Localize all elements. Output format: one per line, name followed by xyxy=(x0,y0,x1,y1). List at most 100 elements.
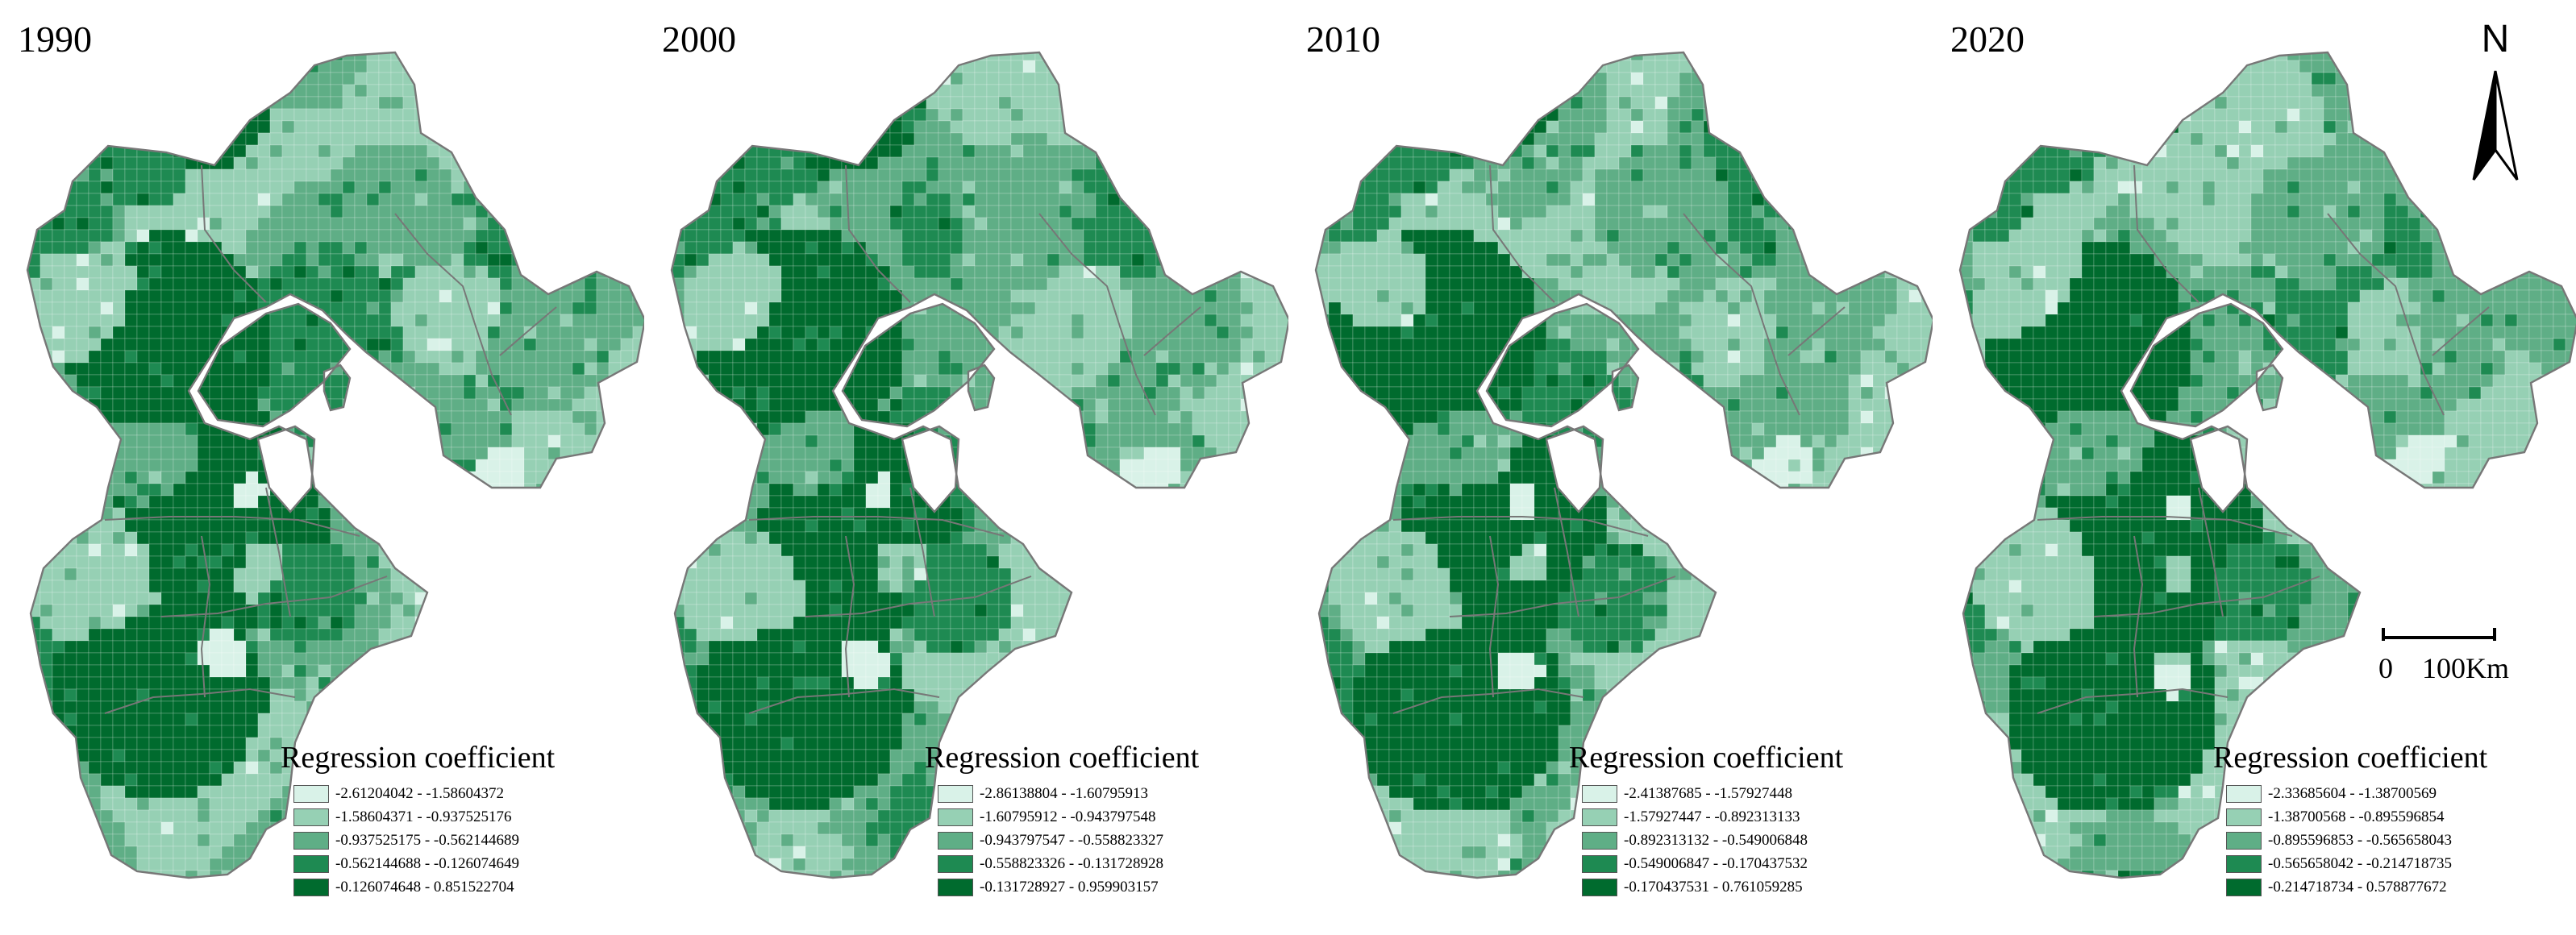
legend-swatch xyxy=(2226,854,2262,873)
legend-label: -0.126074648 - 0.851522704 xyxy=(335,878,514,896)
region-outline xyxy=(197,302,352,428)
legend-swatch xyxy=(293,808,329,826)
legend-swatch xyxy=(293,878,329,896)
region-outline xyxy=(1314,51,1933,879)
province-boundary xyxy=(805,576,1032,617)
legend-item: -0.214718734 - 0.578877672 xyxy=(2226,875,2487,899)
legend-item: -0.565658042 - -0.214718735 xyxy=(2226,852,2487,875)
legend-label: -1.58604371 - -0.937525176 xyxy=(335,808,512,825)
legend-item: -0.126074648 - 0.851522704 xyxy=(293,875,555,899)
legend-title: Regression coefficient xyxy=(925,741,1200,775)
legend-label: -1.57927447 - -0.892313133 xyxy=(1624,808,1800,825)
legend-swatch xyxy=(2226,831,2262,850)
legend-item: -0.895596853 - -0.565658043 xyxy=(2226,829,2487,852)
province-boundary xyxy=(2037,688,2229,714)
scale-zero: 0 xyxy=(2378,652,2393,684)
province-boundary xyxy=(1488,535,1500,698)
map-panel-2020: 2020 Regression coefficient -2.33685604 … xyxy=(1933,0,2576,935)
province-boundary xyxy=(2133,535,2144,698)
legend-item: -0.937525175 - -0.562144689 xyxy=(293,829,555,852)
region-outline xyxy=(670,51,1288,879)
regression-map xyxy=(670,51,1288,879)
legend-label: -0.937525175 - -0.562144689 xyxy=(335,831,519,849)
regression-map xyxy=(26,51,644,879)
province-boundary xyxy=(1489,164,1555,303)
legend: Regression coefficient -2.61204042 - -1.… xyxy=(281,740,555,899)
legend-item: -0.558823326 - -0.131728928 xyxy=(938,852,1199,875)
province-boundary xyxy=(265,487,291,617)
legend: Regression coefficient -2.41387685 - -1.… xyxy=(1569,740,1843,899)
legend-swatch xyxy=(2226,808,2262,826)
legend-label: -0.131728927 - 0.959903157 xyxy=(980,878,1159,896)
region-outline xyxy=(1958,51,2576,879)
legend-label: -0.558823326 - -0.131728928 xyxy=(980,854,1163,872)
legend-item: -0.131728927 - 0.959903157 xyxy=(938,875,1199,899)
legend-label: -2.86138804 - -1.60795913 xyxy=(980,784,1148,802)
legend: Regression coefficient -2.86138804 - -1.… xyxy=(925,740,1199,899)
legend-swatch xyxy=(293,854,329,873)
legend-title: Regression coefficient xyxy=(281,741,556,775)
province-boundary xyxy=(2432,306,2490,356)
legend-swatch xyxy=(938,878,973,896)
legend-item: -1.38700568 - -0.895596854 xyxy=(2226,805,2487,829)
legend-swatch xyxy=(2226,784,2262,803)
map-panel-2000: 2000 Regression coefficient -2.86138804 … xyxy=(644,0,1288,935)
province-boundary xyxy=(104,688,296,714)
legend-swatch xyxy=(1582,784,1617,803)
region-outline xyxy=(2129,302,2284,428)
province-boundary xyxy=(1392,516,1649,537)
legend-item: -1.57927447 - -0.892313133 xyxy=(1582,805,1843,829)
legend-item: -2.41387685 - -1.57927448 xyxy=(1582,782,1843,805)
legend-label: -0.214718734 - 0.578877672 xyxy=(2268,878,2447,896)
province-boundary xyxy=(748,516,1005,537)
legend-swatch xyxy=(938,784,973,803)
legend-swatch xyxy=(1582,854,1617,873)
province-boundary xyxy=(1143,306,1201,356)
legend-item: -1.58604371 - -0.937525176 xyxy=(293,805,555,829)
legend-label: -1.60795912 - -0.943797548 xyxy=(980,808,1156,825)
panel-year-label: 2000 xyxy=(662,19,736,60)
legend-item: -0.892313132 - -0.549006848 xyxy=(1582,829,1843,852)
province-boundary xyxy=(2198,487,2224,617)
region-outline xyxy=(967,364,996,412)
regression-map xyxy=(1958,51,2576,879)
province-boundary xyxy=(1554,487,1579,617)
legend-item: -0.943797547 - -0.558823327 xyxy=(938,829,1199,852)
legend-swatch xyxy=(1582,808,1617,826)
legend-item: -0.562144688 - -0.126074649 xyxy=(293,852,555,875)
province-boundary xyxy=(748,688,940,714)
scale-bar-label: 0 100Km xyxy=(2378,651,2509,685)
legend-label: -0.170437531 - 0.761059285 xyxy=(1624,878,1803,896)
legend-item: -0.170437531 - 0.761059285 xyxy=(1582,875,1843,899)
legend-swatch xyxy=(1582,831,1617,850)
legend: Regression coefficient -2.33685604 - -1.… xyxy=(2213,740,2487,899)
legend-title: Regression coefficient xyxy=(1569,741,1844,775)
legend-swatch xyxy=(938,831,973,850)
legend-item: -2.86138804 - -1.60795913 xyxy=(938,782,1199,805)
legend-swatch xyxy=(293,784,329,803)
region-outline xyxy=(2189,425,2249,513)
legend-label: -0.565658042 - -0.214718735 xyxy=(2268,854,2452,872)
province-boundary xyxy=(2093,576,2320,617)
region-outline xyxy=(1545,425,1604,513)
legend-label: -2.33685604 - -1.38700569 xyxy=(2268,784,2437,802)
province-boundary xyxy=(1787,306,1846,356)
province-boundary xyxy=(1683,213,1800,416)
panel-year-label: 1990 xyxy=(18,19,92,60)
map-panel-2010: 2010 Regression coefficient -2.41387685 … xyxy=(1288,0,1933,935)
province-boundary xyxy=(1449,576,1676,617)
province-boundary xyxy=(909,487,935,617)
legend-label: -2.41387685 - -1.57927448 xyxy=(1624,784,1792,802)
province-boundary xyxy=(200,535,211,698)
province-boundary xyxy=(2133,164,2199,303)
legend-label: -1.38700568 - -0.895596854 xyxy=(2268,808,2445,825)
legend-swatch xyxy=(1582,878,1617,896)
province-boundary xyxy=(201,164,267,303)
panel-year-label: 2010 xyxy=(1306,19,1380,60)
region-outline xyxy=(26,51,644,879)
region-outline xyxy=(2255,364,2284,412)
legend-swatch xyxy=(293,831,329,850)
province-boundary xyxy=(845,164,911,303)
legend-label: -0.895596853 - -0.565658043 xyxy=(2268,831,2452,849)
region-outline xyxy=(841,302,996,428)
